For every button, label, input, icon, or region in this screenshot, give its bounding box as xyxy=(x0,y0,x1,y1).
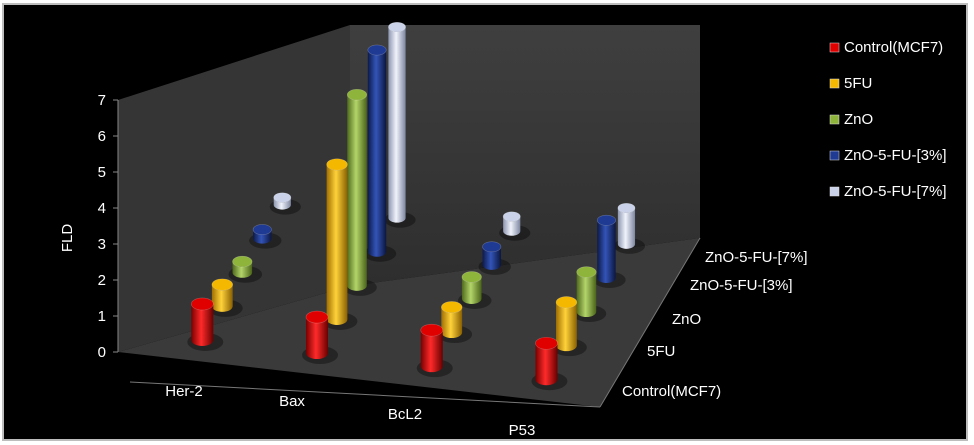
y-tick-label: 0 xyxy=(98,344,106,361)
bar xyxy=(572,266,607,323)
floor-edge xyxy=(129,381,601,408)
depth-label: ZnO xyxy=(672,311,701,328)
legend-label: 5FU xyxy=(844,75,872,92)
depth-axis-line xyxy=(599,237,701,408)
category-label: BcL2 xyxy=(388,406,422,423)
bar xyxy=(457,271,492,309)
legend-swatch xyxy=(829,78,840,89)
side-wall xyxy=(118,25,350,352)
y-tick-label: 6 xyxy=(98,128,106,145)
bar xyxy=(363,44,397,262)
bar xyxy=(478,241,511,275)
bar xyxy=(437,301,473,344)
legend: Control(MCF7) 5FU ZnO ZnO-5-FU-[3%] ZnO-5-FU… xyxy=(829,39,947,200)
legend-item: 5FU xyxy=(829,75,872,92)
depth-labels: Control(MCF7) 5FU ZnO ZnO-5-FU-[3%] ZnO-5-FU… xyxy=(622,249,808,400)
legend-item: ZnO-5-FU-[7%] xyxy=(829,183,947,200)
y-tick-label: 7 xyxy=(98,92,106,109)
legend-item: Control(MCF7) xyxy=(829,39,943,56)
bar xyxy=(269,192,301,215)
depth-label: ZnO-5-FU-[7%] xyxy=(705,249,808,266)
legend-label: ZnO-5-FU-[3%] xyxy=(844,147,947,164)
legend-label: Control(MCF7) xyxy=(844,39,943,56)
bar xyxy=(593,214,626,288)
y-tick-label: 5 xyxy=(98,164,106,181)
category-label: P53 xyxy=(509,422,536,439)
bar xyxy=(613,202,646,254)
bar xyxy=(207,278,243,317)
bar xyxy=(531,336,568,391)
category-labels: Her-2 Bax BcL2 P53 xyxy=(165,383,535,439)
bar xyxy=(384,21,416,228)
legend-swatch xyxy=(829,42,840,53)
bar xyxy=(187,297,224,351)
bars-group xyxy=(187,21,646,391)
bar xyxy=(322,158,358,330)
depth-label: 5FU xyxy=(647,343,675,360)
bar xyxy=(249,224,282,249)
legend-item: ZnO xyxy=(829,111,873,128)
legend-swatch xyxy=(829,114,840,125)
y-tick-label: 3 xyxy=(98,236,106,253)
category-label: Her-2 xyxy=(165,383,203,400)
y-tick-label: 1 xyxy=(98,308,106,325)
legend-label: ZnO-5-FU-[7%] xyxy=(844,183,947,200)
bar xyxy=(416,323,453,378)
legend-label: ZnO xyxy=(844,111,873,128)
legend-item: ZnO-5-FU-[3%] xyxy=(829,147,947,164)
depth-label: Control(MCF7) xyxy=(622,383,721,400)
y-axis-label: FLD xyxy=(59,224,76,253)
bar xyxy=(343,88,377,296)
bar xyxy=(552,296,587,357)
legend-swatch xyxy=(829,150,840,161)
bar xyxy=(499,211,531,241)
legend-swatch xyxy=(829,186,840,197)
category-label: Bax xyxy=(279,393,305,410)
bar xyxy=(228,255,263,283)
y-tick-label: 4 xyxy=(98,200,106,217)
depth-label: ZnO-5-FU-[3%] xyxy=(690,277,793,294)
y-tick-label: 2 xyxy=(98,272,106,289)
bar xyxy=(302,310,339,365)
y-axis: 0 1 2 3 4 5 6 7 xyxy=(98,92,119,361)
